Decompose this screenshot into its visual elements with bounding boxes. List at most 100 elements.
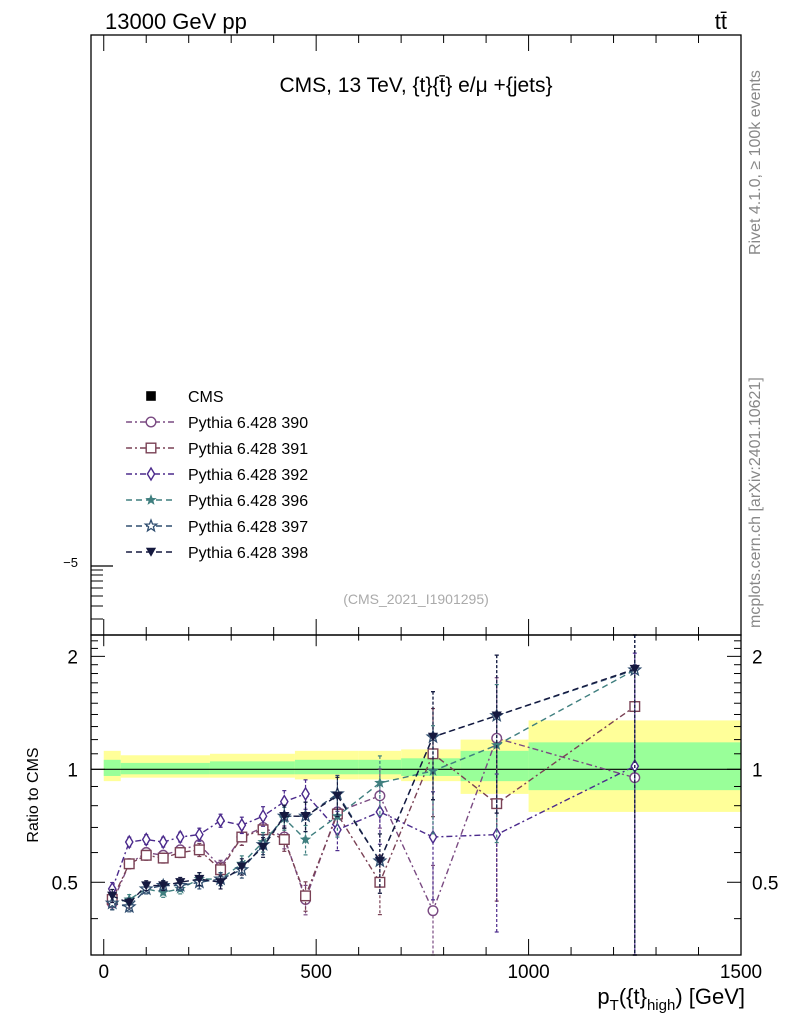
stat-uncertainty-band xyxy=(294,759,359,775)
data-point-marker xyxy=(175,829,185,845)
legend-entry: Pythia 6.428 391 xyxy=(126,441,308,458)
legend-marker xyxy=(145,494,157,505)
series-line xyxy=(112,669,636,904)
x-tick-label: 1500 xyxy=(720,962,762,983)
data-point-marker xyxy=(123,858,135,870)
data-point-marker xyxy=(194,827,204,842)
legend-label: Pythia 6.428 391 xyxy=(188,441,308,458)
data-point-marker xyxy=(300,811,311,821)
legend-marker xyxy=(146,391,156,401)
data-point-marker xyxy=(157,852,169,864)
legend-label: Pythia 6.428 396 xyxy=(188,493,308,510)
chart-title: CMS, 13 TeV, {t}{t̄} e/μ +{jets} xyxy=(279,74,552,97)
legend-marker xyxy=(145,416,157,428)
source-label: mcplots.cern.ch [arXiv:2401.10621] xyxy=(747,377,764,628)
data-point-marker xyxy=(279,811,290,821)
data-point-marker xyxy=(300,890,312,902)
series-line xyxy=(111,668,636,904)
data-point-marker xyxy=(216,813,225,828)
stat-uncertainty-band xyxy=(120,762,210,775)
data-point-marker xyxy=(301,786,310,802)
data-point-marker xyxy=(374,876,386,888)
data-point-marker xyxy=(374,776,386,788)
legend: CMS Pythia 6.428 390 Pythia 6.428 391 Pythi… xyxy=(126,389,308,562)
legend-entry: Pythia 6.428 390 xyxy=(126,415,308,432)
legend-label: Pythia 6.428 392 xyxy=(188,467,308,484)
legend-marker xyxy=(146,466,156,482)
data-point-marker xyxy=(374,856,385,866)
x-tick-label: 1000 xyxy=(507,962,549,983)
x-tick-label: 0 xyxy=(98,962,109,983)
uncertainty-bands xyxy=(103,720,741,812)
beam-label: 13000 GeV pp xyxy=(105,9,247,34)
data-point-marker xyxy=(257,843,269,853)
ratio-y-axis-label: Ratio to CMS xyxy=(25,747,42,842)
ratio-panel-frame xyxy=(90,634,742,956)
legend-entry: Pythia 6.428 392 xyxy=(126,466,308,484)
legend-label: Pythia 6.428 390 xyxy=(188,415,308,432)
upper-y-tick-label: −5 xyxy=(63,555,78,570)
data-point-marker xyxy=(629,664,640,674)
legend-entry: CMS xyxy=(146,389,224,406)
legend-marker xyxy=(145,547,157,557)
legend-marker xyxy=(145,442,157,454)
series-line xyxy=(111,737,635,913)
stat-uncertainty-band xyxy=(209,761,295,775)
ratio-y-axis: 0.5 0.5 1 1 2 2 xyxy=(52,640,778,920)
data-point-marker xyxy=(141,881,152,891)
analysis-id-label: (CMS_2021_I1901295) xyxy=(343,591,489,607)
data-point-marker xyxy=(427,732,439,742)
legend-entry: Pythia 6.428 396 xyxy=(126,493,308,510)
data-point-marker xyxy=(215,878,226,888)
data-point-marker xyxy=(258,808,268,824)
ratio-tick-label: 2 xyxy=(67,647,78,668)
data-point-marker xyxy=(194,874,205,884)
data-point-marker xyxy=(236,862,247,872)
data-point-marker xyxy=(278,834,290,846)
data-point-marker xyxy=(332,791,343,801)
data-point-marker xyxy=(299,833,312,845)
ratio-tick-label: 1 xyxy=(67,760,78,781)
data-point-marker xyxy=(158,881,169,891)
data-point-marker xyxy=(107,891,118,901)
legend-entry: Pythia 6.428 397 xyxy=(126,518,308,536)
x-axis-label: pT({t}high) [GeV] xyxy=(597,984,745,1014)
data-point-marker xyxy=(491,798,503,810)
series-392 xyxy=(107,652,640,956)
data-point-marker xyxy=(141,832,151,847)
data-point-marker xyxy=(427,764,439,776)
ratio-tick-label: 1 xyxy=(752,760,763,781)
upper-y-axis: −5 xyxy=(63,555,113,620)
x-axis: 0 500 1000 1500 xyxy=(98,35,762,983)
process-label: tt̄ xyxy=(715,9,727,34)
data-point-marker xyxy=(175,878,186,888)
legend-label: Pythia 6.428 398 xyxy=(188,545,308,562)
series-line xyxy=(111,765,636,890)
ratio-tick-label: 0.5 xyxy=(752,873,778,894)
x-tick-label: 500 xyxy=(300,962,332,983)
data-point-marker xyxy=(237,817,247,833)
legend-label: Pythia 6.428 397 xyxy=(188,519,308,536)
ratio-tick-label: 0.5 xyxy=(52,873,78,894)
legend-marker xyxy=(143,518,159,533)
data-point-marker xyxy=(158,834,168,850)
data-point-marker xyxy=(331,810,344,821)
series-line xyxy=(111,705,636,900)
rivet-version-label: Rivet 4.1.0, ≥ 100k events xyxy=(747,70,764,255)
mc-series xyxy=(104,634,643,956)
series-398 xyxy=(107,634,640,956)
data-point-marker xyxy=(491,711,502,721)
data-point-marker xyxy=(124,834,134,850)
data-point-marker xyxy=(157,886,169,898)
data-point-marker xyxy=(491,739,503,750)
legend-label: CMS xyxy=(188,389,224,406)
data-point-marker xyxy=(140,849,152,861)
data-point-marker xyxy=(193,844,205,856)
data-point-marker xyxy=(124,898,135,908)
legend-entry: Pythia 6.428 398 xyxy=(126,545,308,562)
data-point-marker xyxy=(427,905,439,917)
data-point-marker xyxy=(174,847,186,859)
ratio-tick-label: 2 xyxy=(752,647,763,668)
stat-uncertainty-band xyxy=(103,759,121,776)
